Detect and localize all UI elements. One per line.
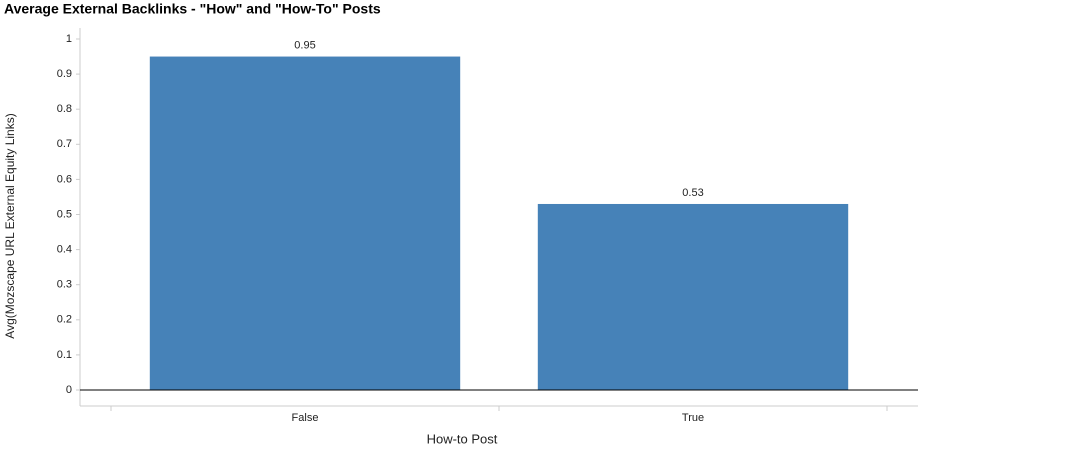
y-tick-label: 0.3 bbox=[57, 279, 72, 291]
y-tick-label: 0.9 bbox=[57, 68, 72, 80]
y-axis-label: Avg(Mozscape URL External Equity Links) bbox=[3, 113, 17, 338]
data-label: 0.95 bbox=[294, 39, 315, 51]
bar bbox=[149, 56, 461, 391]
chart-title: Average External Backlinks - "How" and "… bbox=[4, 1, 381, 17]
data-label: 0.53 bbox=[682, 187, 703, 199]
x-axis-label: How-to Post bbox=[427, 431, 498, 446]
y-tick-label: 0.2 bbox=[57, 314, 72, 326]
y-tick-label: 0.8 bbox=[57, 103, 72, 115]
y-tick-label: 0.7 bbox=[57, 138, 72, 150]
y-tick-label: 0.1 bbox=[57, 349, 72, 361]
y-tick-label: 0 bbox=[66, 384, 72, 396]
y-tick-label: 1 bbox=[66, 33, 72, 45]
bar bbox=[537, 203, 849, 390]
y-tick-label: 0.5 bbox=[57, 208, 72, 220]
x-tick-label: False bbox=[292, 412, 319, 424]
y-tick-label: 0.6 bbox=[57, 173, 72, 185]
x-tick-label: True bbox=[682, 412, 704, 424]
y-tick-label: 0.4 bbox=[57, 244, 72, 256]
